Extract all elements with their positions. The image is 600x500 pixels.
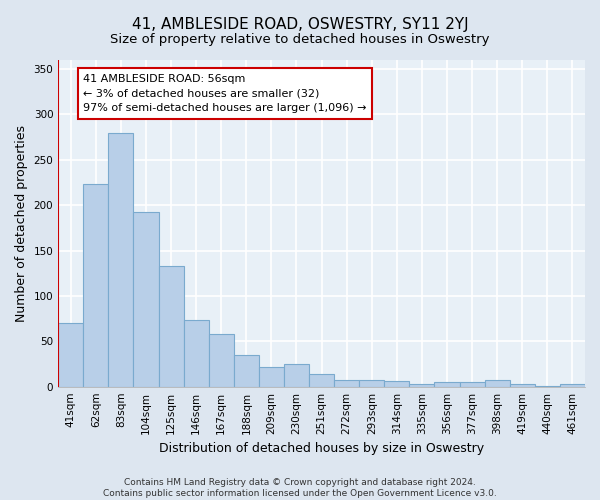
Bar	[83, 184, 109, 386]
Bar	[58, 323, 83, 386]
Y-axis label: Number of detached properties: Number of detached properties	[15, 125, 28, 322]
Bar	[359, 380, 385, 386]
Text: 41 AMBLESIDE ROAD: 56sqm
← 3% of detached houses are smaller (32)
97% of semi-de: 41 AMBLESIDE ROAD: 56sqm ← 3% of detache…	[83, 74, 367, 113]
Bar	[158, 266, 184, 386]
Bar	[133, 212, 158, 386]
Bar	[510, 384, 535, 386]
Bar	[409, 384, 434, 386]
Text: 41, AMBLESIDE ROAD, OSWESTRY, SY11 2YJ: 41, AMBLESIDE ROAD, OSWESTRY, SY11 2YJ	[131, 18, 469, 32]
Bar	[309, 374, 334, 386]
X-axis label: Distribution of detached houses by size in Oswestry: Distribution of detached houses by size …	[159, 442, 484, 455]
Bar	[334, 380, 359, 386]
Text: Size of property relative to detached houses in Oswestry: Size of property relative to detached ho…	[110, 32, 490, 46]
Bar	[234, 355, 259, 386]
Bar	[284, 364, 309, 386]
Bar	[460, 382, 485, 386]
Bar	[184, 320, 209, 386]
Bar	[434, 382, 460, 386]
Bar	[209, 334, 234, 386]
Bar	[385, 381, 409, 386]
Bar	[485, 380, 510, 386]
Bar	[560, 384, 585, 386]
Bar	[259, 366, 284, 386]
Text: Contains HM Land Registry data © Crown copyright and database right 2024.
Contai: Contains HM Land Registry data © Crown c…	[103, 478, 497, 498]
Bar	[109, 132, 133, 386]
